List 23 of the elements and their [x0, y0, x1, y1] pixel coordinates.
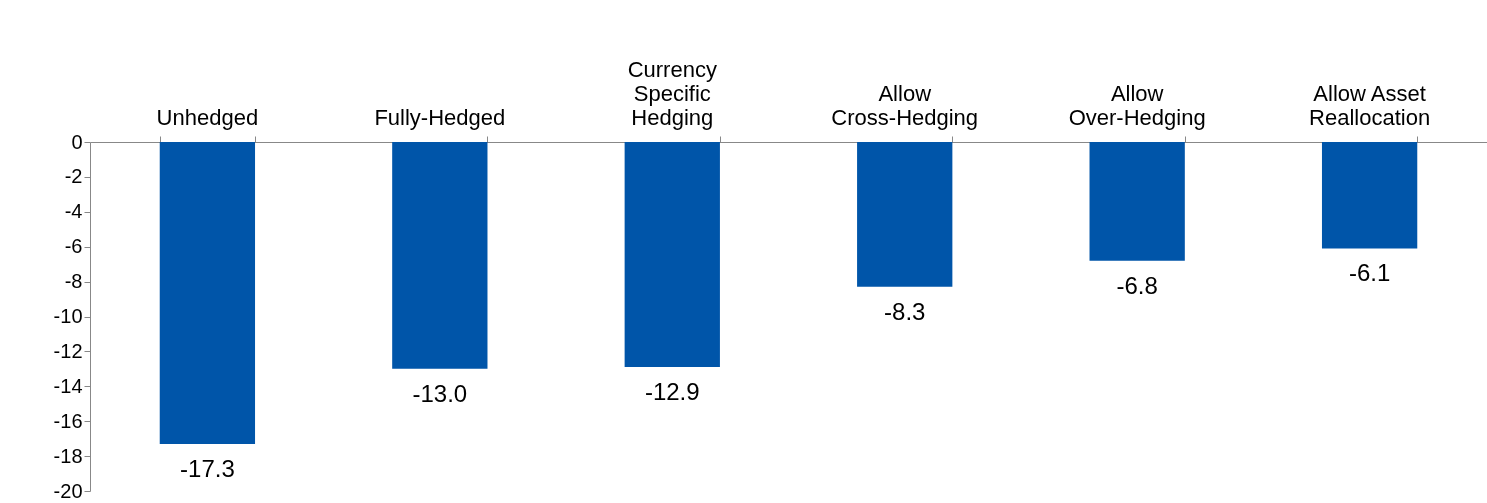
y-tick-label: -2: [64, 165, 83, 188]
x-tick-label: Allow Over-Hedging: [1068, 81, 1206, 130]
y-tick-label: -4: [64, 200, 83, 223]
data-label: -6.8: [1116, 271, 1158, 299]
data-label: -6.1: [1348, 259, 1391, 287]
y-tick-label: -10: [53, 305, 83, 327]
y-tick-label: -12: [53, 339, 83, 362]
data-label: -12.9: [644, 378, 700, 406]
y-tick-label: -6: [64, 235, 83, 258]
data-label: -13.0: [412, 379, 468, 407]
data-label: -8.3: [884, 297, 926, 325]
x-tick-label: Allow Asset Reallocation: [1309, 81, 1431, 130]
y-tick-label: -18: [53, 444, 83, 467]
y-tick-label: -14: [53, 374, 83, 397]
y-tick-label: -16: [53, 409, 83, 432]
x-tick-label: Allow Cross-Hedging: [831, 81, 979, 130]
y-tick-label: 0: [71, 130, 83, 153]
y-tick-label: -8: [64, 270, 83, 293]
data-label: -17.3: [180, 454, 235, 482]
y-tick-label: -20: [53, 479, 83, 502]
x-tick-label: Unhedged: [156, 105, 259, 130]
x-tick-label: Fully-Hedged: [374, 105, 506, 130]
x-tick-label: Currency Specific Hedging: [627, 57, 717, 130]
